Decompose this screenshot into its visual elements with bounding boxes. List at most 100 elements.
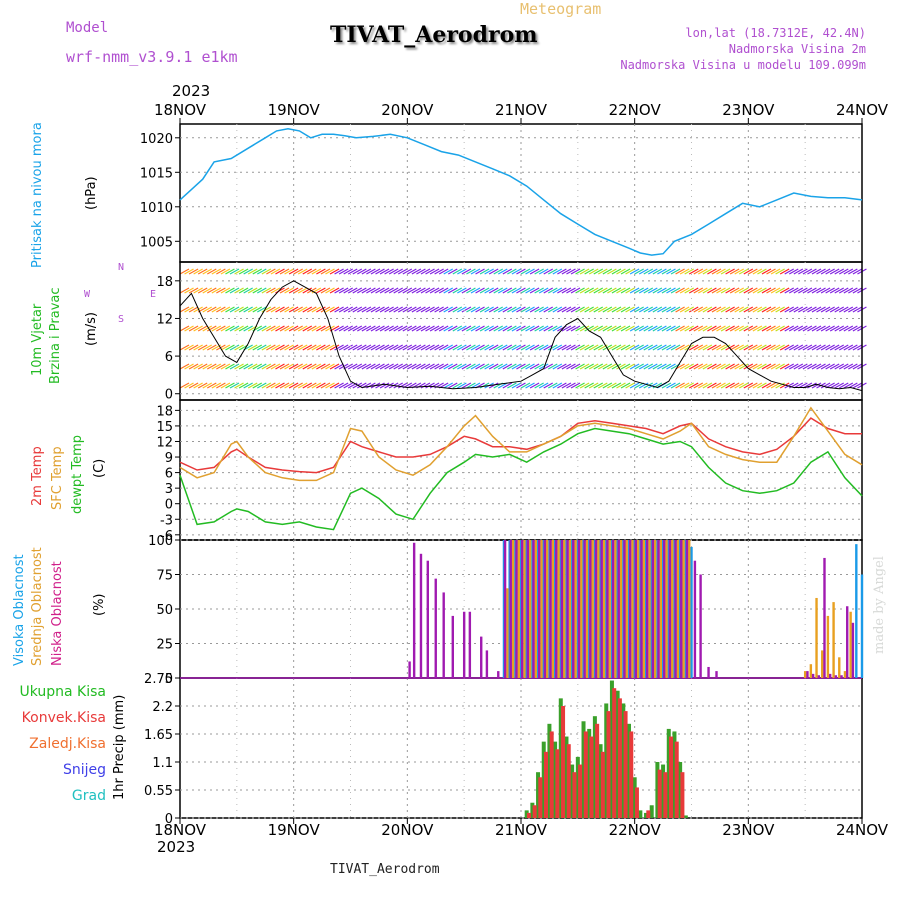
wind-barb [816, 287, 826, 294]
x-label-top: 24NOV [836, 101, 889, 119]
wind-barb [202, 306, 213, 313]
wind-barb [552, 268, 563, 275]
wind-barb [334, 268, 344, 275]
wind-barb [711, 382, 722, 389]
wind-barb [693, 344, 704, 351]
wind-barb [238, 287, 249, 294]
cloud-bar [523, 540, 526, 678]
wind-barb [829, 268, 840, 275]
wind-barb [297, 287, 308, 294]
wind-barb [334, 382, 344, 389]
wind-barb [284, 363, 294, 370]
wind-barb [734, 344, 744, 351]
wind-barb [702, 268, 713, 275]
wind-barb [266, 306, 276, 313]
wind-barb [543, 344, 554, 351]
cloud-bar [826, 615, 830, 678]
wind-barb [652, 382, 663, 389]
wind-barb [693, 287, 704, 294]
wind-barb [816, 306, 826, 313]
wind-barb [361, 287, 372, 294]
wind-barb [411, 306, 422, 313]
wind-barb [257, 344, 267, 351]
wind-barb [561, 363, 572, 370]
wind-barb [552, 325, 563, 332]
wind-barb [848, 268, 858, 275]
wind-barb [438, 268, 449, 275]
wind-barb [238, 363, 249, 370]
wind-barb [561, 306, 572, 313]
wind-barb [811, 325, 822, 332]
wind-barb [188, 268, 199, 275]
wind-barb [193, 344, 203, 351]
wind-barb [225, 382, 235, 389]
wind-barb [843, 325, 854, 332]
cloud-bar [828, 673, 832, 678]
wind-barb [329, 287, 340, 294]
model-altitude-info: Nadmorska Visina u modelu 109.099m [620, 58, 866, 72]
wind-barb [425, 363, 435, 370]
precip-bar [583, 731, 588, 818]
cloud-bar [412, 542, 416, 678]
wind-barb [552, 287, 563, 294]
wind-barb [775, 287, 785, 294]
wind-barb [729, 287, 740, 294]
wind-barb [752, 382, 763, 389]
wind-barb [511, 287, 522, 294]
cloud-bar [685, 540, 689, 678]
wind-barb [738, 325, 749, 332]
wind-barb [720, 344, 731, 351]
wind-barb [366, 382, 376, 389]
temp-ytick-label: -6 [160, 529, 173, 544]
wind-barb [393, 344, 403, 351]
wind-barb [516, 363, 526, 370]
wind-barb [447, 382, 458, 389]
wind-barb [397, 306, 408, 313]
x-label-bottom: 19NOV [268, 821, 321, 839]
wind-barb [770, 382, 781, 389]
wind-barb [688, 325, 699, 332]
wind-barb [698, 363, 708, 370]
wind-barb [602, 268, 613, 275]
wind-barb [843, 382, 854, 389]
wind-barb [575, 287, 585, 294]
wind-barb [616, 382, 626, 389]
cloud-bar [574, 540, 577, 678]
wind-barb [502, 306, 513, 313]
wind-barb [188, 363, 199, 370]
wind-barb [297, 325, 308, 332]
wind-barb [616, 344, 626, 351]
precip-bar [606, 711, 611, 818]
wind-barb [261, 325, 272, 332]
cloud-bar [515, 540, 518, 678]
wind-barb [438, 344, 449, 351]
wind-barb [793, 306, 804, 313]
wind-barb [479, 344, 490, 351]
wind-barb [779, 306, 790, 313]
wind-barb [698, 306, 708, 313]
wind-barb [429, 363, 440, 370]
wind-barb [257, 363, 267, 370]
wind-barb [316, 325, 326, 332]
wind-barb [534, 363, 544, 370]
wind-barb [661, 325, 672, 332]
wind-barb [607, 287, 617, 294]
wind-barb [461, 382, 472, 389]
wind-barb [188, 344, 199, 351]
cloud-bar [657, 540, 660, 678]
wind-barb [425, 268, 435, 275]
wind-barb [302, 287, 313, 294]
wind-barb [420, 363, 431, 370]
wind-barb [557, 344, 567, 351]
wind-barb [188, 382, 199, 389]
wind-barb [743, 382, 754, 389]
wind-barb [775, 306, 785, 313]
wind-barb [434, 344, 444, 351]
wind-barb [684, 268, 694, 275]
cloud-bar [497, 671, 500, 678]
wind-barb [311, 363, 322, 370]
wind-barb [593, 306, 604, 313]
wind-barb [470, 325, 481, 332]
cloud-bar [821, 650, 824, 678]
wind-barb [184, 382, 194, 389]
